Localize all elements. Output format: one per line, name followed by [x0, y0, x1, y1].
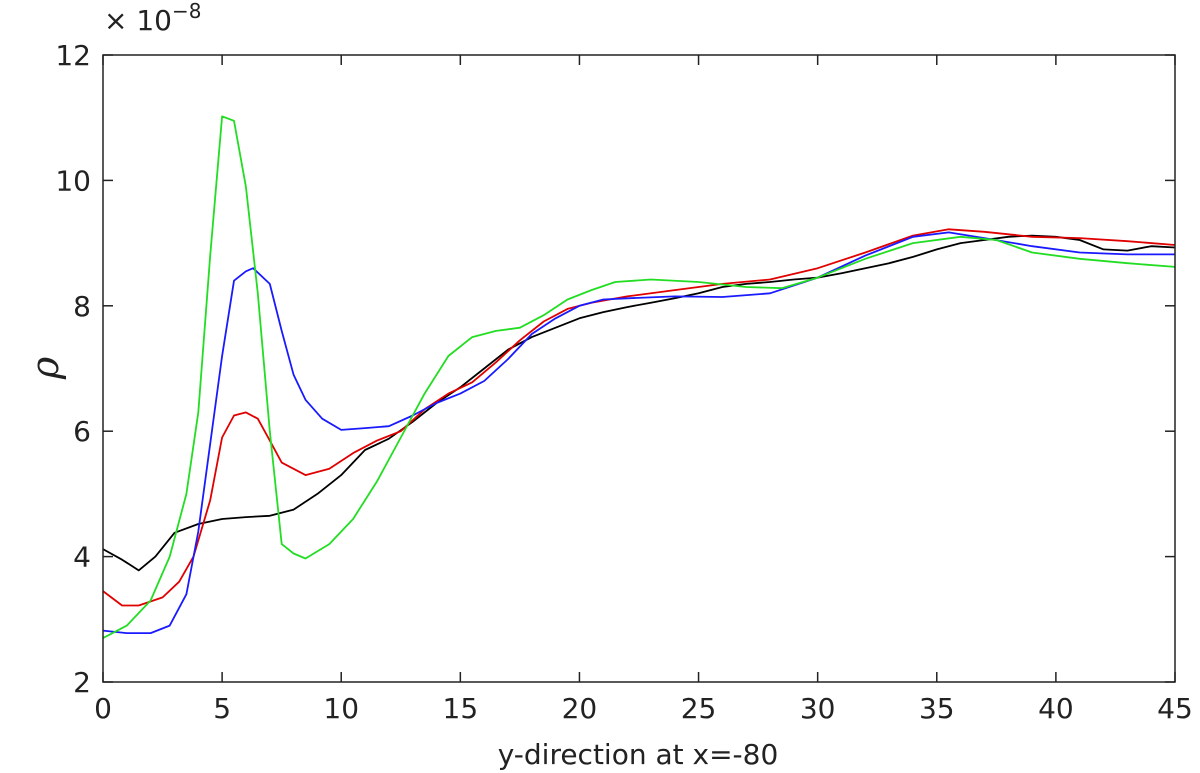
x-tick-label: 45 — [1157, 692, 1193, 725]
y-tick-label: 10 — [55, 164, 91, 197]
y-exponent-power: −8 — [172, 0, 201, 23]
x-tick-labels: 0 5 10 15 20 25 30 35 40 45 — [94, 692, 1193, 725]
x-tick-label: 0 — [94, 692, 112, 725]
series-layer — [102, 115, 1176, 639]
y-tick-labels: 2 4 6 8 10 12 — [55, 39, 91, 699]
tick-layer — [102, 54, 1176, 683]
x-tick-label: 5 — [213, 692, 231, 725]
series-line-2 — [102, 228, 1176, 607]
y-axis-label: ρ — [23, 356, 67, 380]
y-tick-label: 6 — [73, 415, 91, 448]
y-exponent-prefix: × 10 — [104, 4, 172, 37]
series-line-3 — [102, 231, 1175, 634]
x-tick-label: 15 — [443, 692, 479, 725]
y-tick-label: 2 — [73, 666, 91, 699]
x-tick-label: 40 — [1038, 692, 1074, 725]
x-tick-label: 25 — [681, 692, 717, 725]
x-tick-label: 20 — [562, 692, 598, 725]
plot-area-frame — [102, 54, 1176, 683]
x-tick-label: 30 — [800, 692, 836, 725]
x-tick-label: 10 — [323, 692, 359, 725]
x-tick-label: 35 — [919, 692, 955, 725]
series-line-4 — [102, 115, 1176, 639]
y-exponent-label: × 10−8 — [104, 0, 201, 37]
y-tick-label: 8 — [73, 290, 91, 323]
y-tick-label: 12 — [55, 39, 91, 72]
x-axis-label: y-direction at x=-80 — [498, 738, 779, 771]
y-tick-label: 4 — [73, 541, 91, 574]
